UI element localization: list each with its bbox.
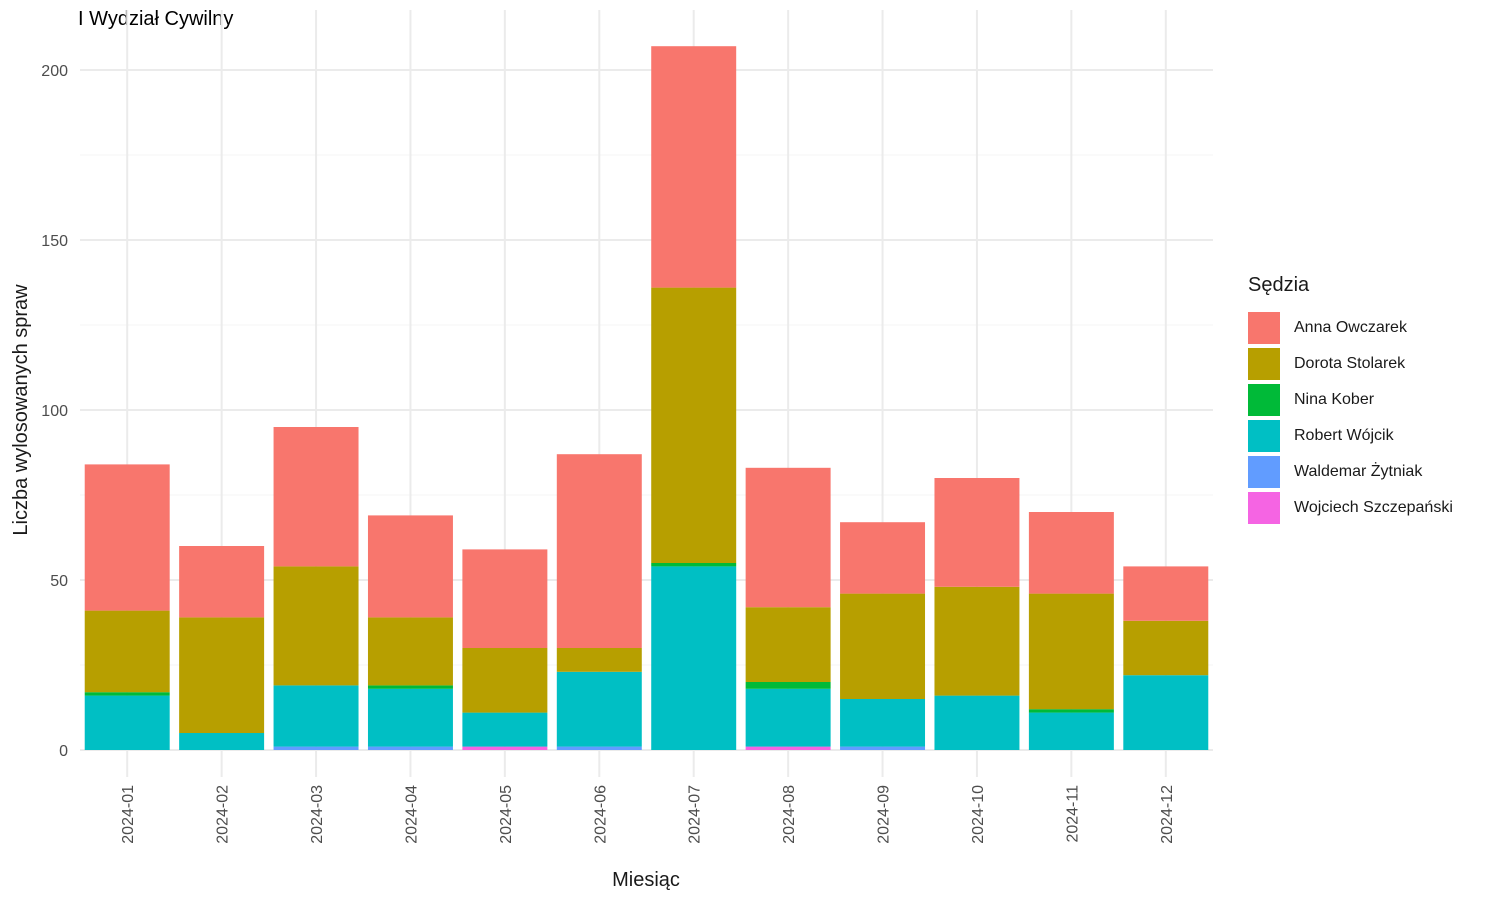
legend-label: Waldemar Żytniak <box>1294 463 1423 480</box>
bar-segment <box>179 733 265 750</box>
bar-segment <box>1123 566 1209 621</box>
x-tick-label: 2024-08 <box>781 785 798 844</box>
bar-segment <box>367 515 453 618</box>
y-tick-label: 200 <box>41 63 68 80</box>
x-axis-label: Miesiąc <box>612 869 680 891</box>
bar-segment <box>651 46 737 288</box>
legend-item: Waldemar Żytniak <box>1248 454 1453 490</box>
y-axis-label: Liczba wylosowanych spraw <box>10 284 32 536</box>
bar-segment <box>556 454 642 648</box>
legend-swatch <box>1248 348 1280 380</box>
bar-segment <box>179 617 265 733</box>
x-tick-label: 2024-04 <box>403 785 420 844</box>
bar-segment <box>840 593 926 699</box>
y-tick-label: 50 <box>50 573 68 590</box>
legend-swatch <box>1248 384 1280 416</box>
bar-segment <box>651 566 737 750</box>
x-tick-labels: 2024-01 2024-02 2024-03 2024-04 2024-05 2024-… <box>120 785 1176 844</box>
bars <box>84 46 1209 750</box>
bar-segment <box>840 699 926 747</box>
bar-segment <box>1028 712 1114 750</box>
bar-segment <box>745 682 831 689</box>
legend-swatch <box>1248 456 1280 488</box>
x-tick-label: 2024-09 <box>876 785 893 844</box>
bar-segment <box>651 287 737 563</box>
bar-segment <box>84 610 170 693</box>
bar-segment <box>651 563 737 567</box>
legend-swatch <box>1248 492 1280 524</box>
chart-title: I Wydział Cywilny <box>78 8 234 30</box>
bar-segment <box>273 746 359 750</box>
bar-segment <box>462 648 548 713</box>
bar-segment <box>745 607 831 682</box>
bar-segment <box>1123 620 1209 676</box>
legend-title: Sędzia <box>1248 274 1310 296</box>
bar-segment <box>1028 512 1114 594</box>
bar-segment <box>462 746 548 750</box>
legend-label: Dorota Stolarek <box>1294 355 1406 372</box>
bar-segment <box>273 685 359 747</box>
legend-item: Dorota Stolarek <box>1248 346 1453 382</box>
legend-label: Wojciech Szczepański <box>1294 499 1453 516</box>
bar-segment <box>934 695 1020 750</box>
legend-label: Nina Kober <box>1294 391 1375 408</box>
bar-segment <box>1028 593 1114 710</box>
legend-label: Anna Owczarek <box>1294 319 1407 336</box>
x-tick-label: 2024-05 <box>498 785 515 844</box>
legend-item: Nina Kober <box>1248 382 1453 418</box>
bar-segment <box>556 648 642 672</box>
bar-segment <box>273 427 359 567</box>
x-tick-label: 2024-01 <box>120 785 137 844</box>
bar-segment <box>367 685 453 689</box>
y-tick-label: 0 <box>59 743 68 760</box>
bar-segment <box>462 712 548 747</box>
y-tick-label: 100 <box>41 403 68 420</box>
x-tick-label: 2024-02 <box>215 785 232 844</box>
bar-segment <box>84 695 170 750</box>
bar-segment <box>179 546 265 618</box>
x-tick-label: 2024-07 <box>687 785 704 844</box>
y-tick-label: 150 <box>41 233 68 250</box>
bar-segment <box>367 617 453 686</box>
bar-segment <box>745 467 831 608</box>
x-tick-label: 2024-06 <box>592 785 609 844</box>
bar-segment <box>745 746 831 750</box>
legend-item: Wojciech Szczepański <box>1248 490 1453 526</box>
x-tick-label: 2024-10 <box>970 785 987 844</box>
legend: Sędzia Anna Owczarek Dorota Stolarek Nina … <box>1248 272 1453 526</box>
legend-swatch <box>1248 312 1280 344</box>
bar-segment <box>84 692 170 696</box>
legend-items: Anna Owczarek Dorota Stolarek Nina Kober Ro… <box>1248 310 1453 526</box>
bar-segment <box>462 549 548 648</box>
bar-segment <box>367 688 453 747</box>
legend-swatch <box>1248 420 1280 452</box>
legend-item: Robert Wójcik <box>1248 418 1453 454</box>
x-tick-label: 2024-12 <box>1159 785 1176 844</box>
bar-segment <box>84 464 170 611</box>
bar-segment <box>556 746 642 750</box>
bar-segment <box>934 478 1020 587</box>
bar-segment <box>1123 675 1209 750</box>
bar-segment <box>745 688 831 747</box>
bar-segment <box>934 586 1020 696</box>
bar-segment <box>273 566 359 686</box>
bar-segment <box>1028 709 1114 713</box>
bar-segment <box>840 746 926 750</box>
x-tick-label: 2024-03 <box>309 785 326 844</box>
bar-segment <box>840 522 926 594</box>
legend-label: Robert Wójcik <box>1294 427 1394 444</box>
y-tick-labels: 0 50 100 150 200 <box>41 63 68 760</box>
bar-segment <box>556 671 642 747</box>
legend-item: Anna Owczarek <box>1248 310 1453 346</box>
bar-segment <box>367 746 453 750</box>
x-tick-label: 2024-11 <box>1064 785 1081 843</box>
